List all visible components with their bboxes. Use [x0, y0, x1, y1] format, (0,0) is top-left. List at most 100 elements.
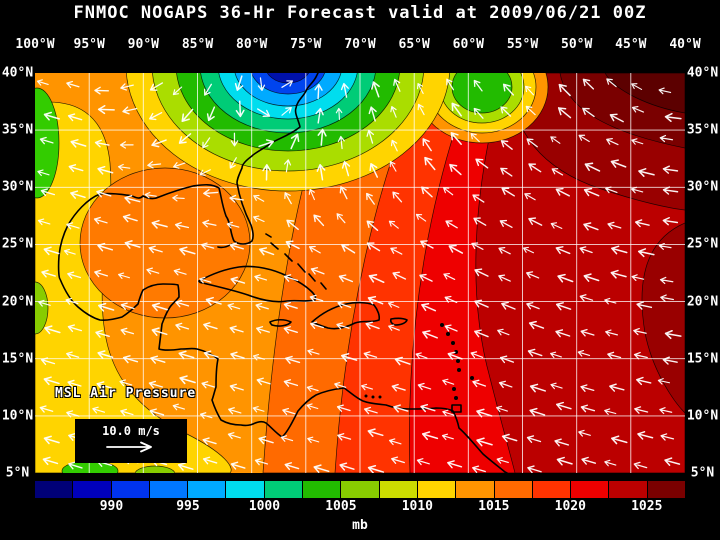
wind-arrow-icon: [498, 274, 511, 282]
wind-arrow-icon: [281, 80, 294, 88]
wind-arrow-icon: [262, 164, 272, 181]
wind-arrow-icon: [369, 163, 379, 178]
wind-arrow-icon: [254, 274, 268, 282]
wind-arrow-icon: [527, 465, 542, 473]
wind-arrow-icon: [659, 276, 674, 285]
wind-arrow-icon: [66, 351, 80, 359]
wind-arrow-icon: [420, 240, 434, 249]
wind-arrow-icon: [501, 301, 516, 310]
wind-arrow-icon: [285, 240, 300, 250]
wind-arrow-icon: [419, 273, 433, 282]
wind-arrow-icon: [280, 435, 294, 442]
wind-arrow-icon: [529, 407, 546, 417]
wind-arrow-icon: [611, 435, 628, 445]
wind-arrow-icon: [283, 326, 298, 334]
wind-arrow-icon: [638, 168, 655, 177]
colorbar-ticks: 990 995 1000 1005 1010 1015 1020 1025: [0, 499, 720, 515]
wind-arrow-icon: [286, 219, 299, 231]
lat-axis-left: 40°N 35°N 30°N 25°N 20°N 15°N 10°N 5°N: [1, 0, 34, 540]
wind-arrow-icon: [441, 433, 454, 441]
wind-arrow-icon: [554, 438, 570, 447]
wind-arrow-icon: [39, 405, 54, 413]
wind-arrow-icon: [202, 437, 217, 446]
wind-arrow-icon: [367, 295, 384, 305]
wind-arrow-icon: [67, 324, 83, 333]
wind-arrow-icon: [307, 436, 320, 444]
colorbar-segment: [647, 481, 686, 498]
wind-arrow-icon: [417, 382, 432, 391]
wind-arrow-icon: [148, 380, 164, 389]
wind-arrow-icon: [631, 274, 645, 281]
wind-arrow-icon: [555, 246, 571, 255]
wind-arrow-icon: [472, 194, 485, 203]
wind-arrow-icon: [393, 404, 409, 413]
wind-arrow-icon: [470, 133, 480, 143]
wind-arrow-icon: [527, 348, 543, 357]
colorbar-segment: [494, 481, 533, 498]
wind-arrow-icon: [290, 133, 300, 150]
wind-arrow-icon: [447, 460, 463, 469]
lon-label: 100°W: [15, 37, 55, 52]
wind-arrow-icon: [365, 321, 380, 330]
wind-arrow-icon: [94, 269, 109, 278]
wind-arrow-icon: [631, 138, 644, 145]
wind-arrow-icon: [44, 325, 61, 335]
wind-arrow-icon: [499, 219, 513, 228]
wind-arrow-icon: [203, 83, 213, 96]
colorbar: [35, 481, 686, 498]
lon-label: 70°W: [344, 37, 376, 52]
wind-arrow-icon: [70, 139, 87, 148]
wind-arrow-icon: [472, 465, 486, 473]
wind-arrow-icon: [610, 159, 627, 168]
colorbar-segment: [417, 481, 457, 498]
wind-arrow-icon: [235, 100, 245, 118]
wind-arrow-icon: [122, 106, 138, 115]
wind-arrow-icon: [230, 276, 246, 285]
colorbar-segment: [226, 481, 265, 498]
wind-arrow-icon: [283, 274, 299, 282]
wind-arrow-icon: [310, 267, 325, 275]
wind-arrow-icon: [202, 137, 211, 149]
wind-arrow-icon: [451, 102, 463, 117]
wind-arrow-icon: [151, 138, 167, 148]
wind-arrow-icon: [580, 404, 596, 413]
wind-arrow-icon: [604, 297, 617, 305]
wind-arrow-icon: [151, 219, 168, 229]
wind-arrow-icon: [119, 379, 133, 387]
wind-arrow-icon: [230, 351, 245, 360]
wind-arrow-icon: [528, 217, 543, 226]
wind-arrow-icon: [524, 193, 536, 201]
wind-arrow-icon: [253, 194, 265, 202]
wind-arrow-icon: [282, 407, 296, 416]
wind-arrow-icon: [337, 135, 345, 150]
colorbar-segment: [532, 481, 572, 498]
wind-scale-label: 10.0 m/s: [102, 424, 160, 438]
lon-label: 75°W: [290, 37, 322, 52]
coastlines: [57, 73, 508, 473]
wind-arrow-icon: [500, 167, 513, 177]
wind-arrow-icon: [229, 325, 244, 334]
wind-arrow-icon: [199, 276, 212, 284]
wind-arrow-icon: [634, 406, 649, 414]
wind-arrow-icon: [92, 406, 106, 414]
lat-label: 35°N: [1, 122, 34, 138]
wind-arrow-icon: [255, 302, 269, 311]
wind-arrow-icon: [388, 324, 400, 331]
wind-arrow-icon: [39, 136, 54, 145]
wind-arrow-icon: [555, 187, 570, 197]
wind-arrow-icon: [367, 464, 385, 473]
wind-arrow-icon: [341, 160, 351, 177]
wind-arrow-icon: [229, 383, 244, 392]
wind-arrow-icon: [631, 105, 645, 113]
lon-label: 80°W: [236, 37, 268, 52]
field-label: MSL Air Pressure: [55, 386, 197, 401]
wind-arrow-icon: [149, 112, 163, 121]
wind-arrow-icon: [472, 379, 487, 388]
wind-arrow-icon: [581, 456, 597, 465]
wind-arrow-icon: [258, 435, 274, 445]
wind-arrow-icon: [551, 168, 564, 176]
wind-arrow-icon: [40, 357, 56, 366]
wind-arrow-icon: [94, 86, 109, 95]
wind-arrow-icon: [447, 351, 463, 360]
lat-label: 40°N: [686, 65, 719, 81]
